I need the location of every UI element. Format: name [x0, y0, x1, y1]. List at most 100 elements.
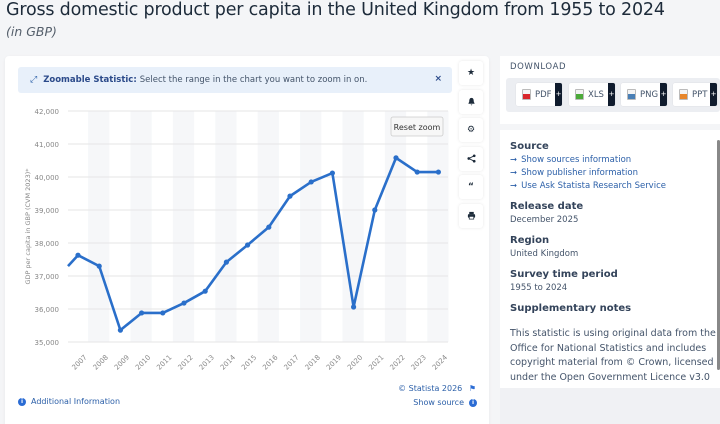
plot-band — [300, 111, 322, 342]
flag-icon: ⚑ — [468, 384, 476, 393]
x-tick-label: 2020 — [346, 353, 364, 371]
x-tick-label: 2012 — [176, 353, 194, 371]
info-icon: i — [469, 398, 477, 407]
x-tick-label: 2024 — [431, 353, 450, 372]
download-pdf-button[interactable]: PDF + — [516, 83, 562, 106]
x-tick-label: 2019 — [325, 353, 343, 371]
show-publisher-link[interactable]: ➞ Show publisher information — [510, 168, 638, 178]
data-point[interactable] — [351, 304, 357, 310]
x-tick-label: 2015 — [240, 353, 258, 371]
show-sources-link[interactable]: ➞ Show sources information — [510, 155, 631, 165]
data-point[interactable] — [287, 193, 293, 199]
line-chart[interactable]: 35,000 36,000 37,000 38,000 39,000 40,000 41,0… — [0, 0, 490, 390]
plot-band — [88, 111, 110, 342]
data-point[interactable] — [202, 288, 208, 294]
ask-statista-link[interactable]: ➞ Use Ask Statista Research Service — [510, 181, 666, 191]
data-point[interactable] — [308, 179, 314, 185]
data-point[interactable] — [435, 169, 441, 175]
data-point[interactable] — [75, 252, 81, 258]
y-tick-label: 35,000 — [35, 339, 60, 347]
survey-period-heading: Survey time period — [510, 269, 618, 280]
additional-information-link[interactable]: i Additional Information — [18, 397, 120, 406]
data-point[interactable] — [223, 259, 229, 265]
data-point[interactable] — [181, 300, 187, 306]
zoom-banner-text: Select the range in the chart you want t… — [139, 75, 368, 85]
data-point[interactable] — [139, 310, 145, 316]
plot-band — [427, 111, 449, 342]
zoom-banner: ⤢ Zoomable Statistic: Select the range i… — [18, 67, 452, 93]
y-tick-label: 37,000 — [35, 273, 60, 281]
print-button[interactable] — [459, 203, 483, 228]
x-tick-label: 2009 — [113, 353, 131, 371]
x-tick-label: 2018 — [304, 353, 322, 371]
ppt-file-icon — [679, 89, 688, 100]
png-file-icon — [627, 89, 636, 100]
data-point[interactable] — [245, 242, 251, 248]
survey-period-value: 1955 to 2024 — [510, 283, 568, 293]
y-tick-label: 42,000 — [35, 108, 60, 116]
additional-information-label: Additional Information — [31, 397, 121, 406]
page-subtitle: (in GBP) — [6, 24, 57, 39]
release-date-value: December 2025 — [510, 215, 579, 225]
settings-button[interactable]: ⚙ — [459, 118, 483, 142]
source-heading: Source — [510, 141, 549, 152]
arrow-right-icon: ➞ — [510, 181, 518, 191]
data-point[interactable] — [117, 327, 123, 333]
download-label: DOWNLOAD — [510, 62, 567, 72]
info-icon: i — [18, 397, 26, 406]
reset-zoom-label: Reset zoom — [394, 123, 441, 132]
download-xls-button[interactable]: XLS + — [569, 83, 615, 106]
data-point[interactable] — [96, 263, 102, 269]
data-point[interactable] — [160, 310, 166, 316]
y-tick-label: 40,000 — [35, 174, 60, 182]
show-source-label: Show source — [413, 398, 464, 407]
share-icon — [466, 154, 476, 163]
info-scrollbar[interactable] — [717, 140, 720, 370]
region-heading: Region — [510, 235, 550, 246]
region-value: United Kingdom — [510, 249, 579, 259]
y-tick-label: 41,000 — [35, 141, 60, 149]
notification-button[interactable] — [459, 89, 483, 114]
plus-icon[interactable]: + — [608, 83, 615, 106]
release-date-heading: Release date — [510, 201, 584, 212]
panel-divider — [500, 388, 720, 424]
data-point[interactable] — [393, 155, 399, 161]
info-panel: Source ➞ Show sources information ➞ Show p… — [500, 130, 720, 388]
download-ppt-button[interactable]: PPT + — [673, 83, 717, 106]
plot-band — [384, 111, 407, 342]
data-point[interactable] — [329, 170, 335, 176]
gear-icon: ⚙ — [466, 125, 476, 135]
x-tick-label: 2010 — [134, 353, 152, 371]
cite-button[interactable]: “ — [459, 175, 483, 199]
link-label: Use Ask Statista Research Service — [521, 181, 666, 191]
download-png-button[interactable]: PNG + — [621, 83, 667, 106]
close-icon[interactable]: × — [434, 74, 442, 84]
page-title: Gross domestic product per capita in the… — [6, 0, 665, 20]
data-point[interactable] — [266, 224, 272, 230]
y-tick-label: 39,000 — [35, 207, 60, 215]
copyright-text: © Statista 2026 — [398, 384, 463, 393]
show-source-link[interactable]: Show source i — [413, 398, 477, 407]
xls-file-icon — [575, 89, 584, 100]
x-tick-label: 2007 — [70, 353, 88, 371]
plus-icon[interactable]: + — [660, 83, 667, 106]
zoom-banner-title: Zoomable Statistic: — [43, 75, 137, 85]
y-tick-label: 38,000 — [35, 240, 60, 248]
plus-icon[interactable]: + — [710, 83, 717, 106]
plot-band — [130, 111, 152, 342]
share-button[interactable] — [459, 146, 483, 171]
copyright[interactable]: © Statista 2026 ⚑ — [398, 384, 476, 393]
reset-zoom-button[interactable] — [390, 116, 444, 137]
y-axis-label: GDP per capita in GBP (CVM 2023)* — [24, 168, 32, 285]
data-point[interactable] — [414, 169, 420, 175]
plus-icon[interactable]: + — [555, 83, 562, 106]
favorite-button[interactable]: ★ — [459, 61, 483, 85]
x-tick-label: 2011 — [155, 353, 173, 371]
data-point[interactable] — [372, 207, 378, 213]
arrow-right-icon: ➞ — [510, 168, 518, 178]
quote-icon: “ — [468, 182, 474, 192]
y-tick-label: 36,000 — [35, 306, 60, 314]
toolbar: ★ ⚙ “ — [459, 61, 483, 232]
pdf-file-icon — [522, 89, 531, 100]
